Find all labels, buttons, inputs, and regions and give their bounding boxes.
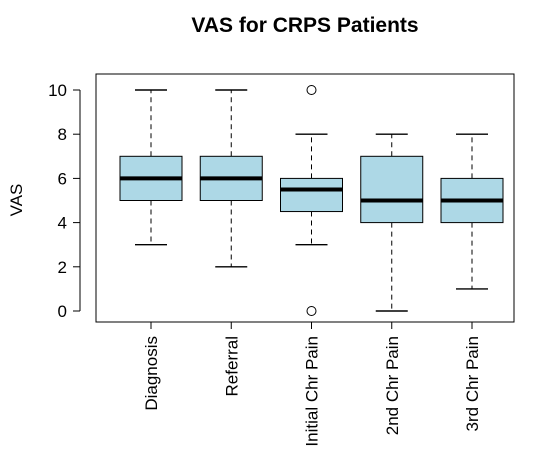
chart-title: VAS for CRPS Patients <box>191 14 418 37</box>
y-tick-label: 8 <box>58 125 67 144</box>
x-tick-label: 3rd Chr Pain <box>463 336 482 431</box>
y-tick-label: 10 <box>48 81 67 100</box>
x-tick-label: Referral <box>222 336 241 396</box>
outlier-point <box>306 85 317 95</box>
y-tick-label: 0 <box>58 302 67 321</box>
box-0 <box>119 89 183 246</box>
box-1 <box>199 89 263 268</box>
boxes-group <box>119 85 504 316</box>
x-tick-label: Diagnosis <box>142 336 161 411</box>
x-tick-label: Initial Chr Pain <box>303 336 322 447</box>
x-axis-labels: Diagnosis Referral Initial Chr Pain 2nd Chr… <box>142 322 482 447</box>
iqr-box <box>280 177 343 213</box>
y-axis-label: VAS <box>7 184 26 217</box>
box-4 <box>440 133 504 290</box>
y-tick-label: 6 <box>58 169 67 188</box>
y-tick-label: 4 <box>58 214 67 233</box>
plot-frame <box>95 73 515 323</box>
y-tick-label: 2 <box>58 258 67 277</box>
y-axis: 0 2 4 6 8 10 <box>48 81 81 321</box>
x-tick-label: 2nd Chr Pain <box>383 336 402 435</box>
box-3 <box>360 133 424 312</box>
outlier-point <box>306 306 317 316</box>
box-2 <box>280 85 343 316</box>
iqr-box <box>360 155 424 224</box>
